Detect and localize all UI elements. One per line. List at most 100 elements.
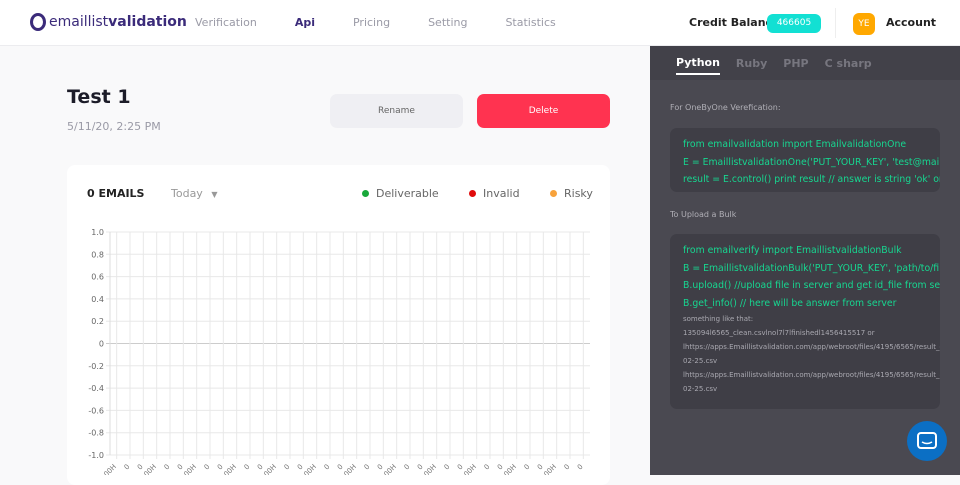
main-nav: Verification Api Pricing Setting Statist… <box>195 16 594 29</box>
bulk-label: To Upload a Bulk <box>670 210 737 219</box>
tab-php[interactable]: PHP <box>783 56 809 70</box>
chat-button[interactable] <box>907 421 947 461</box>
logo-text-light: emaillist <box>49 14 109 30</box>
y-tick-label: -0.8 <box>88 429 104 438</box>
language-tabs: Python Ruby PHP C sharp <box>650 46 960 80</box>
note-line: lhttps://apps.Emaillistvalidation.com/ap… <box>683 343 940 351</box>
x-tick-label: 0 <box>323 463 332 472</box>
x-tick-label: 0 <box>443 463 452 472</box>
rename-button[interactable]: Rename <box>330 94 463 128</box>
code-line: from emailvalidation import Emailvalidat… <box>683 139 907 150</box>
code-line: B.upload() //upload file in server and g… <box>683 280 940 291</box>
bulk-code: from emailverify import Emaillistvalidat… <box>670 234 940 409</box>
logo-icon <box>30 13 46 31</box>
x-tick-label: 00H <box>382 463 398 475</box>
nav-verification[interactable]: Verification <box>195 16 257 29</box>
credit-balance-label: Credit Balance <box>689 16 780 29</box>
note-line: 135094l6565_clean.csvlnol7l7lfinishedl14… <box>683 329 875 337</box>
invalid-dot <box>469 190 476 197</box>
period-dropdown[interactable]: Today ▼ <box>171 187 217 200</box>
avatar[interactable]: YE <box>853 13 875 35</box>
y-tick-label: -0.4 <box>88 384 104 393</box>
x-tick-label: 0 <box>576 463 585 472</box>
stats-card: 0 EMAILS Today ▼ Deliverable Invalid Ris… <box>67 165 610 485</box>
tab-python[interactable]: Python <box>676 52 720 75</box>
x-tick-label: 0 <box>363 463 372 472</box>
page-title: Test 1 <box>67 86 131 108</box>
code-line: from emailverify import Emaillistvalidat… <box>683 245 902 256</box>
delete-button[interactable]: Delete <box>477 94 610 128</box>
note-line: 02-25.csv <box>683 385 718 393</box>
y-tick-label: 0.6 <box>91 273 104 282</box>
y-tick-label: 0.8 <box>91 250 104 259</box>
legend-risky: Risky <box>550 187 593 200</box>
chat-icon <box>917 432 937 449</box>
x-tick-label: 0 <box>376 463 385 472</box>
x-tick-label: 00H <box>222 463 238 475</box>
account-link[interactable]: Account <box>886 16 937 29</box>
x-tick-label: 0 <box>456 463 465 472</box>
period-value: Today <box>171 187 203 200</box>
y-tick-label: -0.6 <box>88 406 104 415</box>
nav-setting[interactable]: Setting <box>428 16 468 29</box>
credit-balance-value: 466605 <box>767 14 821 33</box>
nav-api[interactable]: Api <box>294 16 315 29</box>
note-line: 02-25.csv <box>683 357 718 365</box>
note-line: something like that: <box>683 315 754 323</box>
y-tick-label: 0 <box>99 340 104 349</box>
legend-deliverable: Deliverable <box>362 187 439 200</box>
x-tick-label: 0 <box>296 463 305 472</box>
top-header: emaillist validation Verification Api Pri… <box>0 0 960 46</box>
nav-pricing[interactable]: Pricing <box>352 16 391 29</box>
x-tick-label: 00H <box>262 463 278 475</box>
legend-invalid: Invalid <box>469 187 520 200</box>
x-tick-label: 0 <box>256 463 265 472</box>
x-tick-label: 0 <box>563 463 572 472</box>
y-tick-label: 1.0 <box>91 228 104 237</box>
code-line: B.get_info() // here will be answer from… <box>683 297 897 309</box>
x-tick-label: 0 <box>203 463 212 472</box>
one-by-one-label: For OneByOne Verefication: <box>670 103 781 112</box>
x-tick-label: 0 <box>496 463 505 472</box>
y-tick-label: -1.0 <box>88 451 104 460</box>
x-tick-label: 00H <box>302 463 318 475</box>
x-tick-label: 0 <box>176 463 185 472</box>
legend-label: Risky <box>564 187 593 200</box>
one-by-one-code: from emailvalidation import Emailvalidat… <box>670 128 940 192</box>
y-tick-label: -0.2 <box>88 362 104 371</box>
x-tick-label: 00H <box>182 463 198 475</box>
x-tick-label: 0 <box>136 463 145 472</box>
x-tick-label: 0 <box>163 463 172 472</box>
chevron-down-icon: ▼ <box>211 190 218 199</box>
email-count: 0 EMAILS <box>87 187 145 200</box>
test-date: 5/11/20, 2:25 PM <box>67 120 161 133</box>
tab-ruby[interactable]: Ruby <box>735 56 768 70</box>
note-line: lhttps://apps.Emaillistvalidation.com/ap… <box>683 371 940 379</box>
x-tick-label: 0 <box>483 463 492 472</box>
x-tick-label: 0 <box>403 463 412 472</box>
x-tick-label: 0 <box>283 463 292 472</box>
risky-dot <box>550 190 557 197</box>
code-line: E = EmaillistvalidationOne('PUT_YOUR_KEY… <box>683 156 940 168</box>
code-line: result = E.control() print result // ans… <box>683 174 940 185</box>
legend-label: Deliverable <box>376 187 439 200</box>
tab-csharp[interactable]: C sharp <box>824 56 872 70</box>
x-tick-label: 00H <box>502 463 518 475</box>
x-tick-label: 0 <box>216 463 225 472</box>
code-line: B = EmaillistvalidationBulk('PUT_YOUR_KE… <box>683 262 940 274</box>
x-tick-label: 0 <box>336 463 345 472</box>
api-panel: Python Ruby PHP C sharp For OneByOne Ver… <box>650 46 960 475</box>
deliverable-dot <box>362 190 369 197</box>
x-tick-label: 0 <box>523 463 532 472</box>
divider <box>835 8 836 38</box>
logo[interactable]: emaillist validation <box>30 13 187 31</box>
x-tick-label: 00H <box>142 463 158 475</box>
x-tick-label: 0 <box>416 463 425 472</box>
nav-statistics[interactable]: Statistics <box>505 16 556 29</box>
x-tick-label: 00H <box>422 463 438 475</box>
x-tick-label: 0 <box>536 463 545 472</box>
logo-text-bold: validation <box>108 14 187 30</box>
y-tick-label: 0.4 <box>91 295 104 304</box>
x-tick-label: 00H <box>462 463 478 475</box>
